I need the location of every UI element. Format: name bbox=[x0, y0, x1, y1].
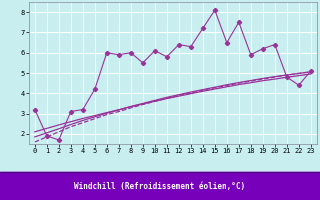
Text: Windchill (Refroidissement éolien,°C): Windchill (Refroidissement éolien,°C) bbox=[75, 182, 245, 192]
